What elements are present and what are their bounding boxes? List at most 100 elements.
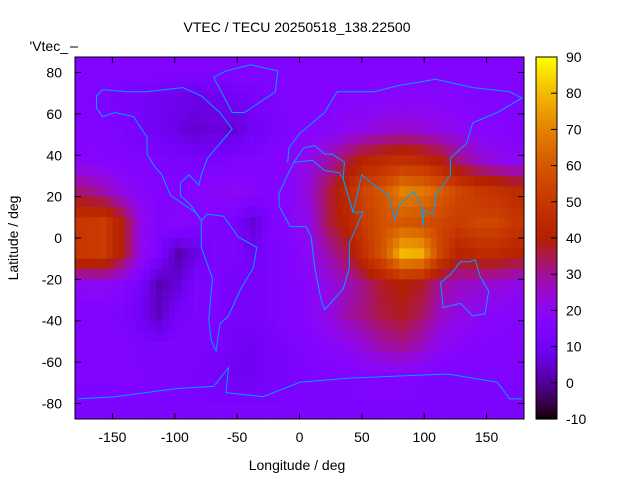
heatmap-cell <box>311 279 319 291</box>
heatmap-cell <box>511 217 519 229</box>
heatmap-cell <box>330 393 338 405</box>
heatmap-cell <box>243 248 251 260</box>
heatmap-cell <box>492 341 500 353</box>
heatmap-cell <box>224 248 232 260</box>
heatmap-cell <box>131 341 138 353</box>
heatmap-cell <box>280 279 288 291</box>
heatmap-cell <box>393 403 400 415</box>
colorbar-segment <box>536 375 557 380</box>
heatmap-cell <box>156 175 163 187</box>
heatmap-cell <box>430 320 438 332</box>
heatmap-cell <box>461 331 469 343</box>
heatmap-cell <box>193 134 201 146</box>
heatmap-cell <box>442 331 450 343</box>
colorbar-segment <box>536 85 557 91</box>
heatmap-cell <box>417 351 425 363</box>
heatmap-cell <box>193 57 201 63</box>
heatmap-cell <box>368 175 375 187</box>
heatmap-cell <box>118 258 126 270</box>
heatmap-cell <box>162 93 170 105</box>
heatmap-cell <box>505 62 513 74</box>
heatmap-cell <box>511 82 519 94</box>
heatmap-cell <box>93 165 101 177</box>
heatmap-cells <box>75 57 524 419</box>
heatmap-cell <box>417 196 425 208</box>
heatmap-cell <box>336 103 344 115</box>
heatmap-cell <box>411 341 419 353</box>
heatmap-cell <box>143 372 151 384</box>
heatmap-cell <box>162 258 170 270</box>
heatmap-cell <box>87 382 95 394</box>
heatmap-cell <box>436 217 444 229</box>
heatmap-cell <box>324 269 332 280</box>
heatmap-cell <box>411 196 419 208</box>
heatmap-cell <box>311 155 319 167</box>
heatmap-cell <box>218 103 226 115</box>
heatmap-cell <box>355 393 363 405</box>
heatmap-cell <box>393 227 400 239</box>
heatmap-cell <box>380 113 388 125</box>
heatmap-cell <box>193 248 201 260</box>
heatmap-cell <box>274 175 282 187</box>
heatmap-cell <box>486 269 494 280</box>
heatmap-cell <box>374 300 382 311</box>
heatmap-cell <box>249 362 257 374</box>
heatmap-cell <box>255 320 263 332</box>
heatmap-cell <box>262 217 269 229</box>
heatmap-cell <box>336 227 344 239</box>
heatmap-cell <box>293 196 301 208</box>
heatmap-cell <box>399 206 407 218</box>
heatmap-cell <box>461 393 469 405</box>
heatmap-cell <box>212 206 220 218</box>
heatmap-cell <box>81 269 89 280</box>
heatmap-cell <box>193 382 201 394</box>
heatmap-cell <box>199 331 207 343</box>
heatmap-cell <box>174 144 182 156</box>
heatmap-cell <box>343 331 350 343</box>
heatmap-cell <box>287 372 294 384</box>
heatmap-cell <box>262 124 269 136</box>
heatmap-cell <box>355 82 363 94</box>
heatmap-cell <box>268 113 276 125</box>
heatmap-cell <box>430 82 438 94</box>
heatmap-cell <box>299 372 307 384</box>
heatmap-cell <box>87 134 95 146</box>
heatmap-cell <box>87 362 95 374</box>
heatmap-cell <box>174 413 182 419</box>
heatmap-cell <box>237 186 244 198</box>
heatmap-cell <box>230 206 238 218</box>
heatmap-cell <box>181 57 188 63</box>
heatmap-cell <box>517 124 524 136</box>
colorbar-segment <box>536 241 557 246</box>
heatmap-cell <box>336 320 344 332</box>
heatmap-cell <box>399 186 407 198</box>
heatmap-cell <box>131 62 138 74</box>
heatmap-cell <box>424 248 432 260</box>
heatmap-cell <box>156 351 163 363</box>
heatmap-cell <box>274 362 282 374</box>
heatmap-cell <box>280 300 288 311</box>
heatmap-cell <box>230 351 238 363</box>
heatmap-cell <box>181 300 188 311</box>
heatmap-cell <box>442 103 450 115</box>
heatmap-cell <box>368 238 375 249</box>
heatmap-cell <box>187 269 195 280</box>
heatmap-cell <box>442 57 450 63</box>
heatmap-cell <box>442 279 450 291</box>
heatmap-cell <box>174 165 182 177</box>
heatmap-cell <box>474 289 481 301</box>
heatmap-cell <box>393 206 400 218</box>
heatmap-cell <box>249 289 257 301</box>
heatmap-cell <box>505 217 513 229</box>
heatmap-cell <box>131 227 138 239</box>
heatmap-cell <box>137 62 145 74</box>
heatmap-cell <box>274 248 282 260</box>
heatmap-cell <box>280 227 288 239</box>
heatmap-cell <box>249 248 257 260</box>
heatmap-cell <box>505 382 513 394</box>
heatmap-cell <box>75 238 82 249</box>
heatmap-cell <box>386 310 394 322</box>
heatmap-cell <box>112 310 120 322</box>
heatmap-cell <box>193 165 201 177</box>
heatmap-cell <box>417 382 425 394</box>
